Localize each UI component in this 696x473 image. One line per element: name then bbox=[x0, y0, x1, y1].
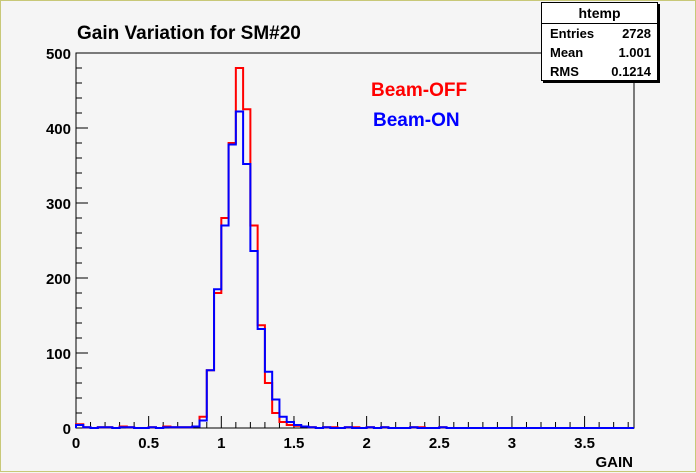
x-tick-label: 3.5 bbox=[574, 435, 595, 452]
stats-value: 0.1214 bbox=[611, 64, 651, 79]
x-tick-label: 1.5 bbox=[284, 435, 305, 452]
y-tick-label: 0 bbox=[63, 421, 71, 438]
stats-label: Entries bbox=[550, 26, 595, 41]
stats-box: htemp Entries 2728 Mean 1.001 RMS 0.1214 bbox=[541, 2, 658, 81]
x-tick-label: 0 bbox=[72, 435, 80, 452]
x-axis-ticks: 0 0.5 1 1.5 2 2.5 3 3.5 bbox=[72, 416, 629, 452]
y-tick-label: 100 bbox=[46, 346, 71, 363]
x-tick-label: 3 bbox=[508, 435, 516, 452]
stats-label: Mean bbox=[550, 45, 584, 60]
legend-beam-on: Beam-ON bbox=[373, 110, 460, 131]
y-tick-label: 400 bbox=[46, 121, 71, 138]
x-axis-label: GAIN bbox=[596, 454, 634, 471]
x-tick-label: 1 bbox=[217, 435, 225, 452]
x-tick-label: 0.5 bbox=[138, 435, 159, 452]
y-axis-ticks: 0 100 200 300 400 500 bbox=[46, 46, 88, 438]
x-tick-label: 2 bbox=[362, 435, 370, 452]
stats-value: 2728 bbox=[622, 26, 651, 41]
x-tick-label: 2.5 bbox=[429, 435, 450, 452]
stats-title: htemp bbox=[542, 3, 657, 24]
stats-row-rms: RMS 0.1214 bbox=[542, 62, 657, 81]
plot-frame bbox=[75, 52, 635, 429]
y-tick-label: 200 bbox=[46, 271, 71, 288]
y-tick-label: 500 bbox=[46, 46, 71, 63]
series-line-beam-on bbox=[75, 110, 634, 429]
chart-title: Gain Variation for SM#20 bbox=[77, 23, 301, 44]
y-tick-label: 300 bbox=[46, 196, 71, 213]
stats-row-mean: Mean 1.001 bbox=[542, 43, 657, 62]
series-group bbox=[75, 67, 634, 429]
stats-row-entries: Entries 2728 bbox=[542, 24, 657, 43]
stats-value: 1.001 bbox=[618, 45, 651, 60]
legend-beam-off: Beam-OFF bbox=[371, 80, 467, 101]
stats-label: RMS bbox=[550, 64, 579, 79]
